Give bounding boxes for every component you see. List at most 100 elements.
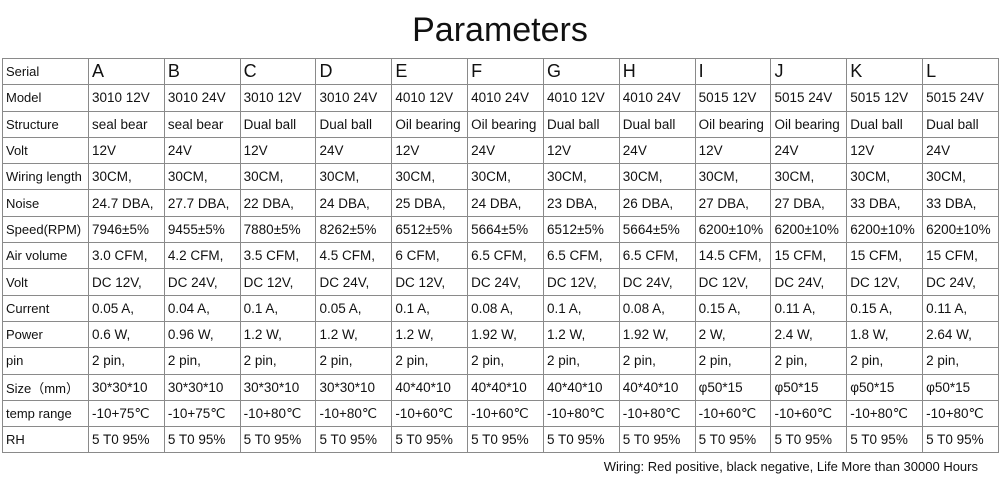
table-cell: 2 pin, — [163, 347, 241, 375]
table-cell: L — [922, 57, 999, 86]
table-cell: DC 12V, — [391, 268, 469, 296]
table-cell: -10+75℃ — [88, 399, 165, 428]
table-cell: DC 24V, — [467, 268, 544, 296]
table-cell: 12V — [846, 136, 924, 165]
row-label: RH — [2, 426, 89, 454]
table-cell: 0.05 A, — [315, 294, 393, 322]
table-cell: 40*40*10 — [467, 373, 544, 401]
table-cell: 30CM, — [391, 163, 469, 191]
table-cell: 4010 12V — [542, 84, 620, 112]
table-cell: 27 DBA, — [694, 189, 772, 217]
table-cell: DC 12V, — [846, 268, 924, 296]
table-cell: φ50*15 — [770, 373, 848, 401]
table-cell: E — [391, 57, 469, 86]
table-cell: 24 DBA, — [467, 189, 544, 217]
table-cell: 30*30*10 — [239, 373, 317, 401]
table-cell: 4010 24V — [618, 84, 696, 112]
table-cell: 0.6 W, — [88, 320, 165, 349]
table-cell: 1.92 W, — [618, 320, 696, 349]
table-cell: 12V — [239, 136, 317, 165]
table-cell: Oil bearing — [467, 110, 544, 138]
table-cell: 0.04 A, — [163, 294, 241, 322]
table-cell: 30CM, — [770, 163, 848, 191]
table-cell: 2.4 W, — [770, 320, 848, 349]
table-row: Air volume 3.0 CFM, 4.2 CFM, 3.5 CFM, 4.5 CF… — [2, 242, 999, 270]
row-label: Size（mm） — [2, 373, 89, 401]
table-cell: 0.96 W, — [163, 320, 241, 349]
table-cell: 4010 24V — [467, 84, 544, 112]
table-cell: Dual ball — [542, 110, 620, 138]
table-cell: C — [239, 57, 317, 86]
table-cell: I — [694, 57, 772, 86]
table-cell: seal bear — [88, 110, 165, 138]
table-cell: φ50*15 — [846, 373, 924, 401]
table-row: Current 0.05 A, 0.04 A, 0.1 A, 0.05 A, 0.1 A,… — [2, 294, 999, 322]
table-cell: 5 T0 95% — [770, 426, 848, 454]
table-cell: 1.2 W, — [239, 320, 317, 349]
table-row: Model 3010 12V 3010 24V 3010 12V 3010 24V 401… — [2, 84, 999, 112]
row-label: Noise — [2, 189, 89, 217]
table-cell: 30CM, — [922, 163, 999, 191]
table-cell: 4.5 CFM, — [315, 242, 393, 270]
table-cell: 0.08 A, — [618, 294, 696, 322]
table-cell: 5 T0 95% — [467, 426, 544, 454]
table-cell: 0.11 A, — [770, 294, 848, 322]
table-cell: 1.2 W, — [542, 320, 620, 349]
table-cell: 15 CFM, — [770, 242, 848, 270]
parameter-table: Serial A B C D E F G H I J K L Model 3010 12V 3010 24V 3… — [2, 57, 999, 454]
table-cell: 26 DBA, — [618, 189, 696, 217]
table-cell: Oil bearing — [694, 110, 772, 138]
table-cell: 0.1 A, — [391, 294, 469, 322]
table-cell: 0.08 A, — [467, 294, 544, 322]
table-cell: -10+60℃ — [467, 399, 544, 428]
table-cell: 2 pin, — [770, 347, 848, 375]
table-cell: 0.1 A, — [542, 294, 620, 322]
table-cell: 2.64 W, — [922, 320, 999, 349]
table-cell: 5015 24V — [770, 84, 848, 112]
table-cell: Dual ball — [618, 110, 696, 138]
table-cell: 6.5 CFM, — [467, 242, 544, 270]
table-cell: 6200±10% — [922, 215, 999, 244]
table-cell: 14.5 CFM, — [694, 242, 772, 270]
table-cell: 30CM, — [163, 163, 241, 191]
table-cell: 5 T0 95% — [239, 426, 317, 454]
row-label: Volt — [2, 136, 89, 165]
table-cell: 40*40*10 — [542, 373, 620, 401]
table-cell: 5015 12V — [846, 84, 924, 112]
table-cell: 15 CFM, — [922, 242, 999, 270]
table-cell: Dual ball — [239, 110, 317, 138]
row-label: Structure — [2, 110, 89, 138]
table-cell: 30*30*10 — [315, 373, 393, 401]
table-cell: A — [88, 57, 165, 86]
table-cell: 6200±10% — [846, 215, 924, 244]
table-cell: φ50*15 — [694, 373, 772, 401]
table-cell: 0.11 A, — [922, 294, 999, 322]
table-cell: 30CM, — [467, 163, 544, 191]
table-cell: 5 T0 95% — [163, 426, 241, 454]
table-cell: 3010 24V — [163, 84, 241, 112]
table-cell: 2 W, — [694, 320, 772, 349]
table-cell: 3.0 CFM, — [88, 242, 165, 270]
row-label: Volt — [2, 268, 89, 296]
table-cell: 12V — [694, 136, 772, 165]
table-cell: 3.5 CFM, — [239, 242, 317, 270]
table-cell: 27.7 DBA, — [163, 189, 241, 217]
table-cell: -10+75℃ — [163, 399, 241, 428]
table-cell: 5 T0 95% — [391, 426, 469, 454]
table-cell: K — [846, 57, 924, 86]
table-cell: 2 pin, — [239, 347, 317, 375]
row-label: Power — [2, 320, 89, 349]
table-cell: 5 T0 95% — [618, 426, 696, 454]
table-cell: 2 pin, — [846, 347, 924, 375]
table-cell: 4010 12V — [391, 84, 469, 112]
table-cell: -10+80℃ — [922, 399, 999, 428]
table-cell: DC 24V, — [770, 268, 848, 296]
table-cell: 24V — [315, 136, 393, 165]
table-cell: Oil bearing — [770, 110, 848, 138]
table-cell: B — [163, 57, 241, 86]
table-cell: 5 T0 95% — [694, 426, 772, 454]
table-cell: 6512±5% — [391, 215, 469, 244]
table-cell: 30CM, — [618, 163, 696, 191]
table-cell: 2 pin, — [467, 347, 544, 375]
table-cell: 30CM, — [88, 163, 165, 191]
